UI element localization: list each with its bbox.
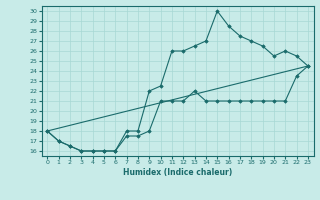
X-axis label: Humidex (Indice chaleur): Humidex (Indice chaleur) [123,168,232,177]
